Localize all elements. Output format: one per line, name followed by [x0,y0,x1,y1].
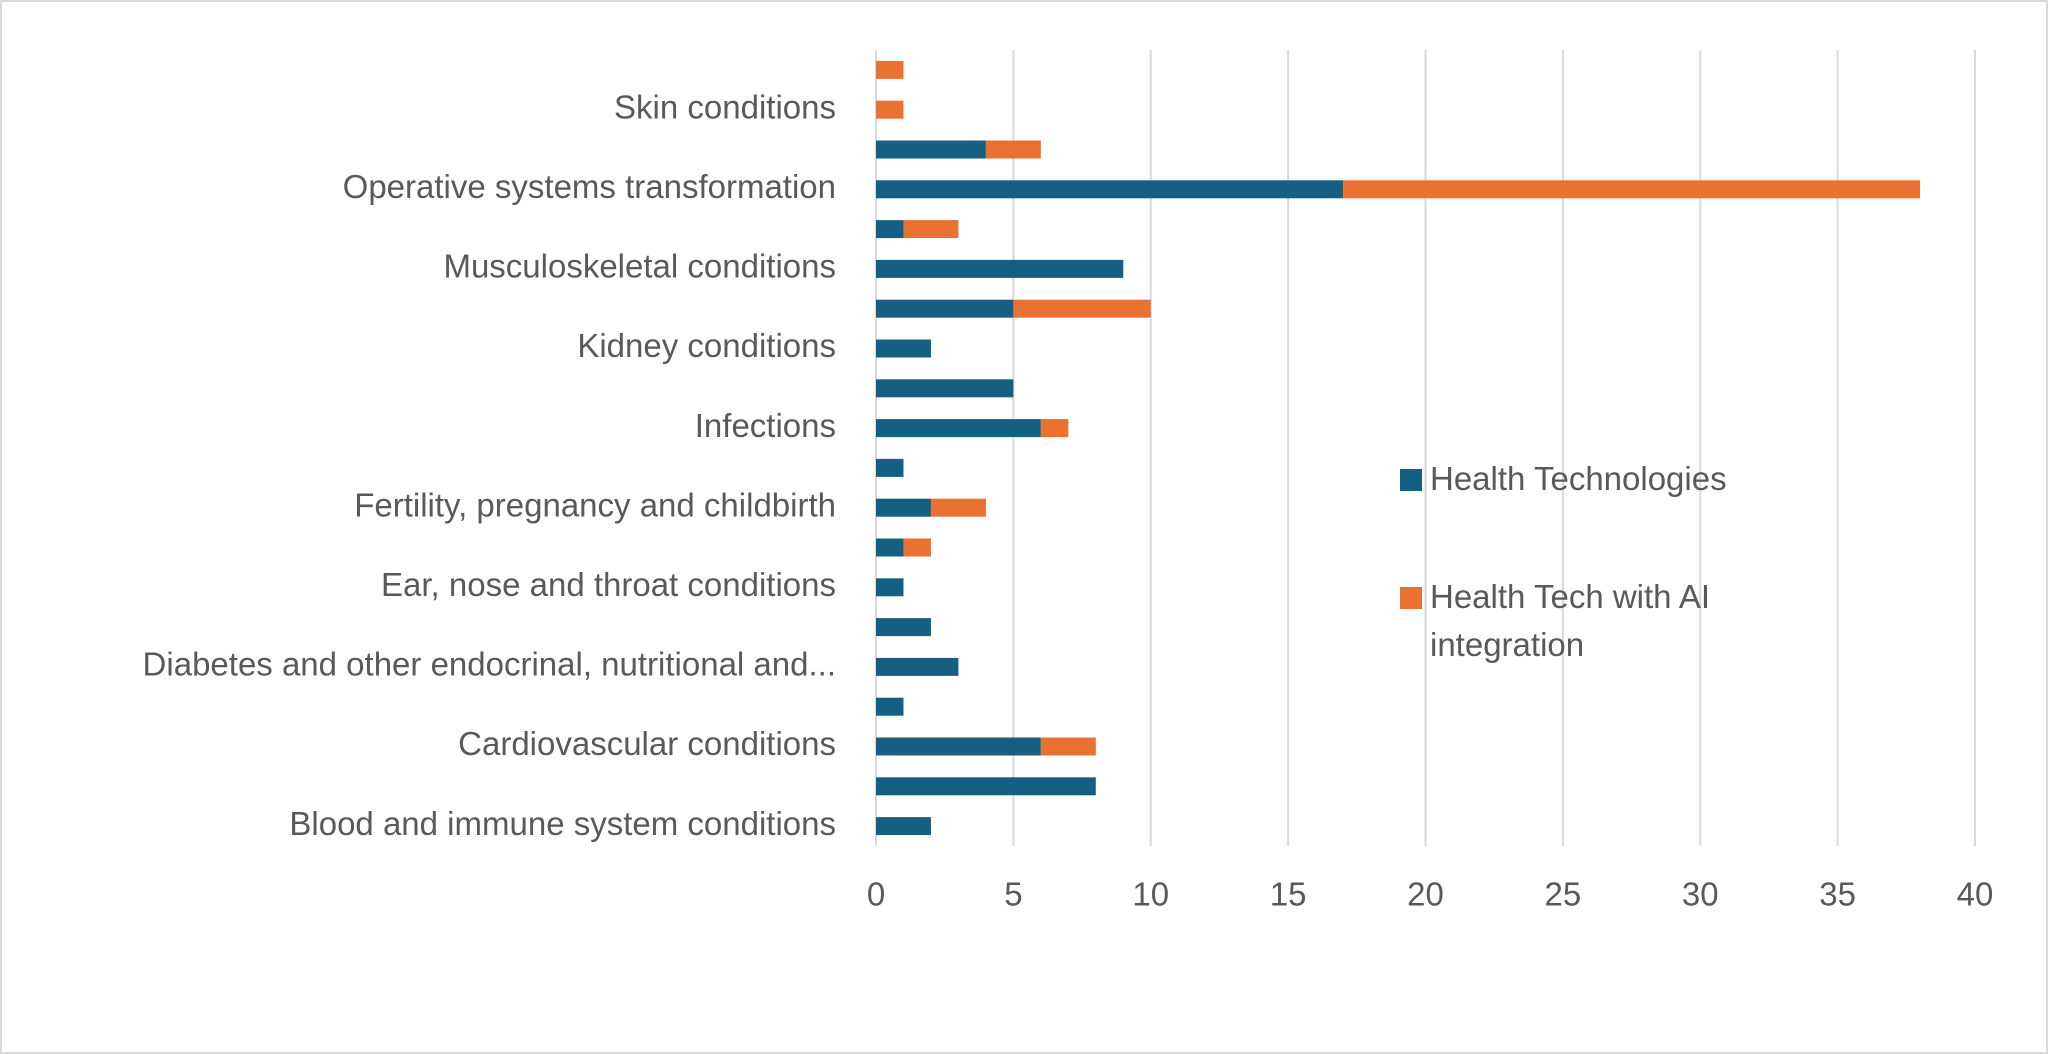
legend-label: Health Technologies [1430,460,1727,497]
y-tick-label: Cardiovascular conditions [458,725,836,762]
bar [876,180,1344,199]
x-tick-label: 30 [1682,876,1719,913]
legend-swatch [1400,587,1422,609]
bar [876,100,904,119]
bar [1013,299,1151,318]
bar [876,458,904,477]
bar [876,817,931,836]
legend-swatch [1400,469,1422,491]
bar [930,498,986,517]
bar [876,299,1014,318]
bar [903,220,959,239]
y-tick-label: Infections [695,407,836,444]
bar [1040,419,1069,438]
bar [1343,180,1921,199]
x-tick-label: 15 [1270,876,1307,913]
y-tick-label: Ear, nose and throat conditions [381,566,836,603]
bar [876,60,904,79]
x-tick-label: 10 [1132,876,1169,913]
x-tick-label: 40 [1957,876,1994,913]
bar [1040,737,1096,756]
bar [876,618,931,637]
bar [876,419,1041,438]
x-tick-label: 0 [867,876,885,913]
y-tick-label: Skin conditions [614,88,836,125]
bar [903,538,931,557]
bar [876,697,904,716]
y-tick-label: Musculoskeletal conditions [443,248,836,285]
y-tick-label: Diabetes and other endocrinal, nutrition… [143,646,836,683]
bar [876,737,1041,756]
bar [876,220,904,239]
bar [876,578,904,597]
legend-label: Health Tech with AI integration [1430,578,1711,663]
y-tick-label: Fertility, pregnancy and childbirth [354,486,836,523]
bar [876,657,959,676]
bar [876,379,1014,398]
bar [985,140,1041,159]
y-tick-label: Blood and immune system conditions [289,805,836,842]
bar [876,140,986,159]
legend-item: Health Tech with AI integration [1400,573,1790,669]
legend-item: Health Technologies [1400,455,1790,503]
x-tick-label: 25 [1545,876,1582,913]
x-tick-label: 5 [1004,876,1022,913]
y-tick-label: Kidney conditions [577,327,836,364]
bar [876,777,1096,796]
x-tick-label: 20 [1407,876,1444,913]
bar [876,538,904,557]
legend: Health Technologies Health Tech with AI i… [1400,455,1790,739]
x-tick-label: 35 [1819,876,1856,913]
bar [876,498,931,517]
bar [876,259,1124,278]
y-tick-label: Operative systems transformation [343,168,836,205]
bar [876,339,931,358]
